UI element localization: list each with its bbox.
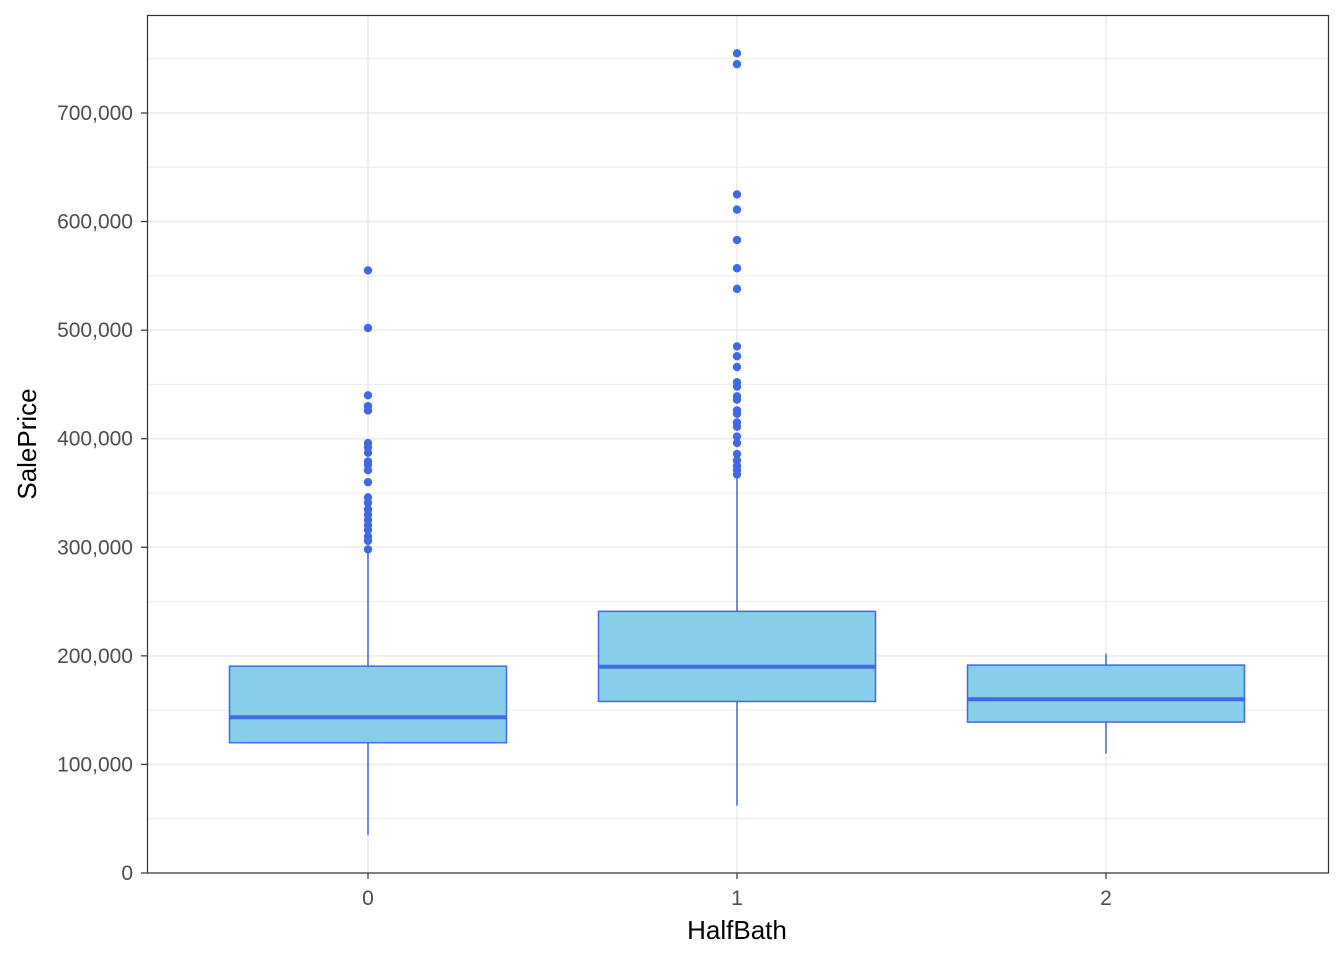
x-axis: 0 1 2 — [362, 873, 1112, 910]
x-tick-label: 2 — [1100, 887, 1112, 910]
outlier-point — [732, 422, 742, 431]
outlier-point — [363, 525, 373, 535]
box-iqr — [966, 664, 1246, 723]
x-axis-label: HalfBath — [687, 915, 787, 945]
boxes — [228, 49, 1246, 835]
y-tick-label: 100,000 — [57, 753, 133, 776]
outlier-point — [732, 362, 742, 372]
outlier-point — [732, 395, 742, 404]
outlier-point — [732, 190, 742, 199]
outlier-point — [363, 406, 373, 415]
box-iqr — [228, 665, 508, 744]
outlier-point — [732, 352, 742, 361]
outlier-point — [363, 545, 373, 554]
outlier-point — [363, 391, 373, 400]
x-tick-label: 1 — [731, 887, 743, 910]
y-tick-label: 400,000 — [57, 428, 133, 451]
outlier-point — [732, 205, 742, 214]
outlier-point — [732, 235, 742, 245]
outlier-point — [732, 284, 742, 294]
outlier-point — [732, 438, 742, 448]
box-0 — [228, 266, 508, 835]
outlier-point — [363, 477, 373, 487]
y-axis-label: SalePrice — [12, 388, 42, 499]
outlier-point — [732, 264, 742, 273]
outlier-point — [732, 449, 742, 459]
outlier-point — [363, 466, 373, 475]
outlier-point — [363, 266, 373, 275]
outlier-point — [732, 432, 742, 441]
y-tick-label: 0 — [121, 862, 133, 885]
y-tick-label: 300,000 — [57, 536, 133, 559]
outlier-point — [732, 409, 742, 418]
outlier-point — [363, 536, 373, 545]
outlier-point — [732, 59, 742, 69]
outlier-point — [363, 448, 373, 458]
box-1 — [597, 49, 877, 806]
outlier-point — [363, 323, 373, 333]
y-tick-label: 200,000 — [57, 645, 133, 668]
box-2 — [966, 653, 1246, 754]
y-axis: 0 100,000 200,000 300,000 400,000 500,000 600,… — [57, 102, 147, 885]
box-iqr — [597, 610, 877, 703]
y-tick-label: 600,000 — [57, 211, 133, 234]
outlier-point — [732, 470, 742, 479]
outlier-point — [732, 342, 742, 351]
panel-border — [146, 14, 1330, 874]
x-tick-label: 0 — [362, 887, 374, 910]
outlier-point — [732, 49, 742, 58]
outlier-point — [732, 382, 742, 391]
outlier-point — [363, 498, 373, 507]
y-tick-label: 700,000 — [57, 102, 133, 125]
y-tick-label: 500,000 — [57, 319, 133, 342]
